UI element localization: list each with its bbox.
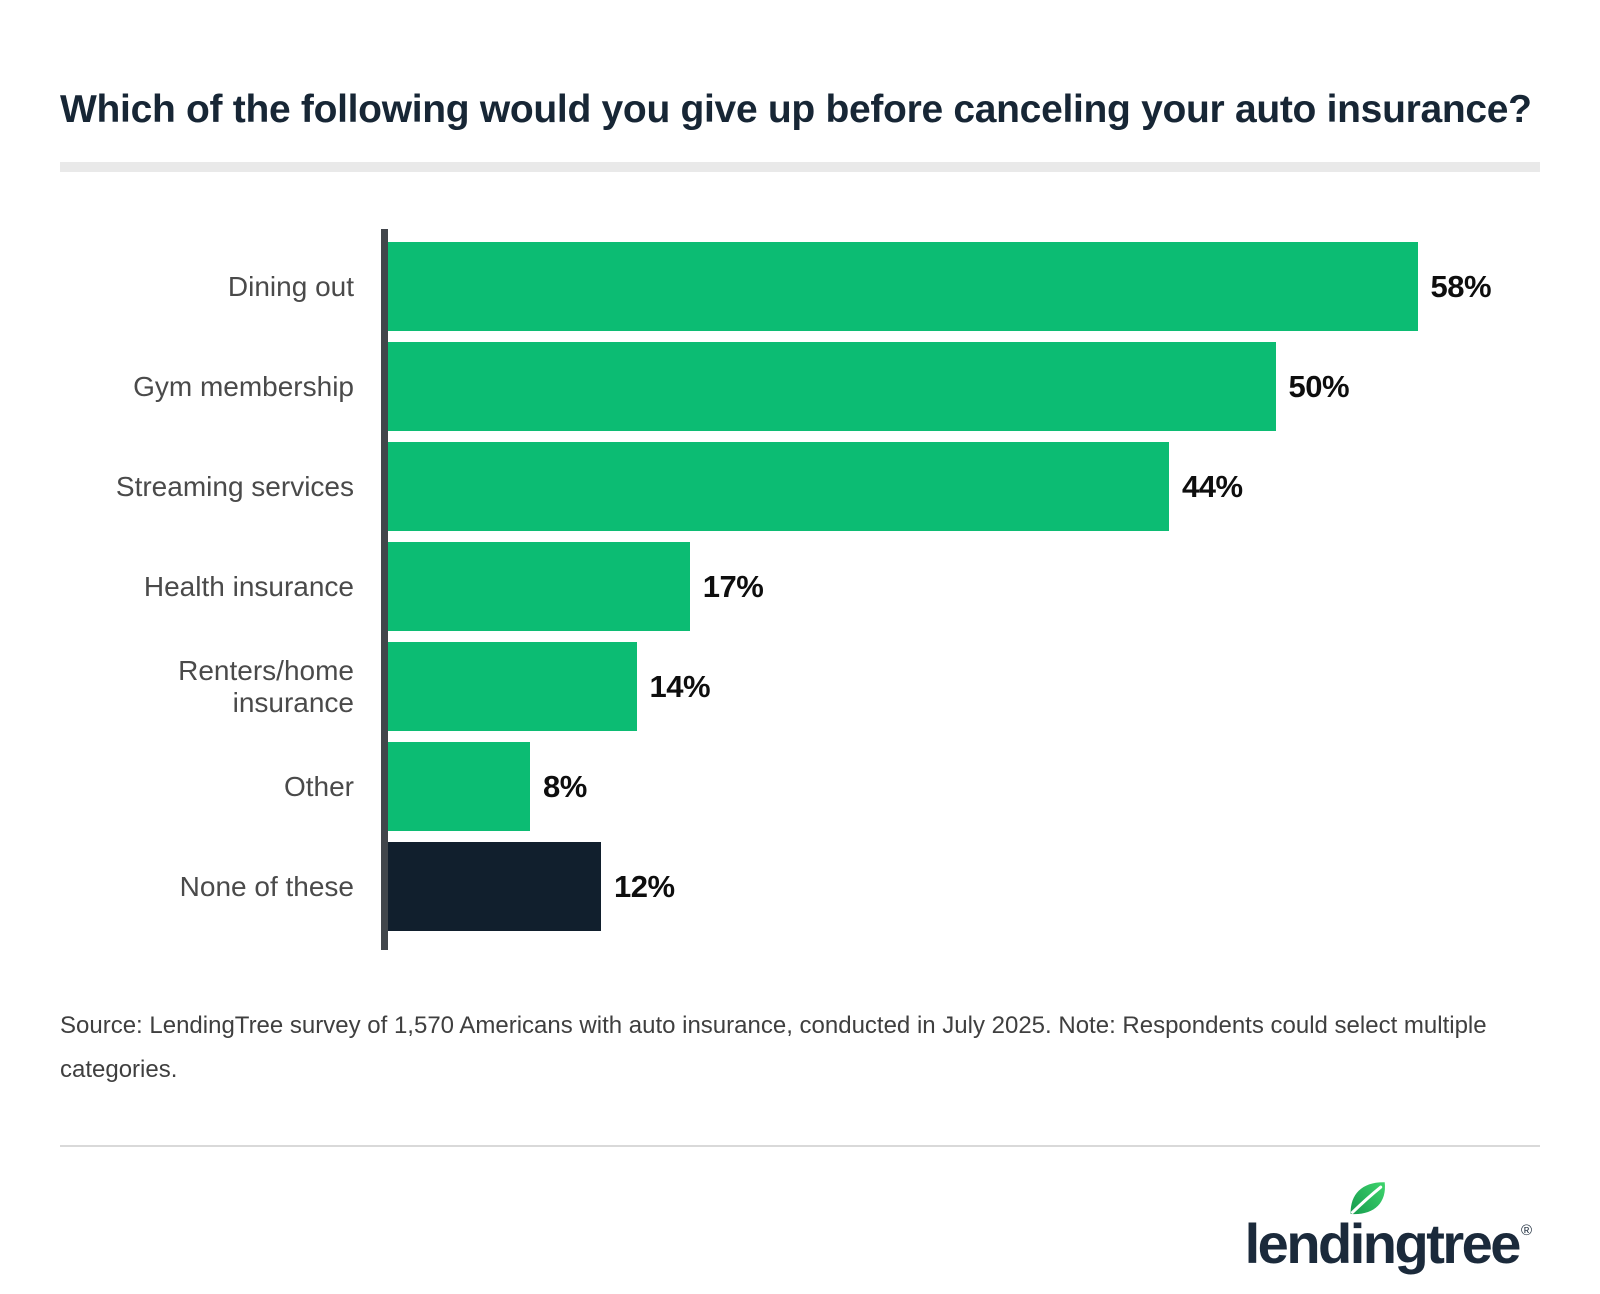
- brand-name: lendingtree: [1244, 1212, 1522, 1275]
- bar-row: Dining out 58%: [60, 242, 1540, 331]
- bar-area: 44%: [381, 442, 1540, 531]
- title-divider: [60, 162, 1540, 172]
- bar: [388, 342, 1276, 431]
- category-label: Streaming services: [115, 470, 354, 502]
- bar-area: 12%: [381, 842, 1540, 931]
- registered-trademark-icon: ®: [1520, 1222, 1532, 1239]
- footer: lendingtree ®: [60, 1147, 1540, 1276]
- bar-row: Streaming services 44%: [60, 442, 1540, 531]
- value-label: 44%: [1182, 468, 1243, 504]
- value-label: 17%: [702, 568, 764, 604]
- category-label: Renters/home insurance: [178, 654, 354, 718]
- bar-rows: Dining out 58% Gym membership 50% Streaming …: [60, 229, 1540, 950]
- bar-area: 50%: [381, 342, 1540, 431]
- value-label: 50%: [1288, 368, 1350, 404]
- bar: [388, 242, 1418, 331]
- bar-row: None of these 12%: [60, 842, 1540, 931]
- chart-title: Which of the following would you give up…: [60, 88, 1532, 131]
- bar-area: 8%: [381, 742, 1540, 831]
- category-label: Gym membership: [133, 370, 354, 402]
- bar: [388, 442, 1170, 531]
- bar: [388, 842, 601, 931]
- value-label: 58%: [1430, 268, 1492, 304]
- bar-area: 14%: [381, 642, 1540, 731]
- bar-row: Other 8%: [60, 742, 1540, 831]
- footer-divider: [60, 1145, 1540, 1147]
- value-label: 12%: [614, 868, 675, 904]
- bar: [388, 742, 530, 831]
- value-label: 14%: [649, 668, 711, 704]
- bar: [388, 542, 690, 631]
- y-axis-line: [381, 229, 388, 950]
- category-label: Other: [283, 770, 354, 802]
- leaf-icon: [1350, 1182, 1385, 1215]
- bar-chart: Dining out 58% Gym membership 50% Streaming …: [60, 229, 1540, 950]
- source-note: Source: LendingTree survey of 1,570 Amer…: [60, 1012, 1487, 1083]
- bar-area: 58%: [381, 242, 1540, 331]
- category-label: Dining out: [227, 270, 354, 302]
- bar-row: Health insurance 17%: [60, 542, 1540, 631]
- bar-row: Gym membership 50%: [60, 342, 1540, 431]
- value-label: 8%: [543, 768, 587, 804]
- lendingtree-logo: lendingtree ®: [1244, 1182, 1532, 1276]
- category-label: None of these: [179, 870, 354, 902]
- bar: [388, 642, 637, 731]
- category-label: Health insurance: [143, 570, 354, 602]
- bar-area: 17%: [381, 542, 1540, 631]
- bar-row: Renters/home insurance 14%: [60, 642, 1540, 731]
